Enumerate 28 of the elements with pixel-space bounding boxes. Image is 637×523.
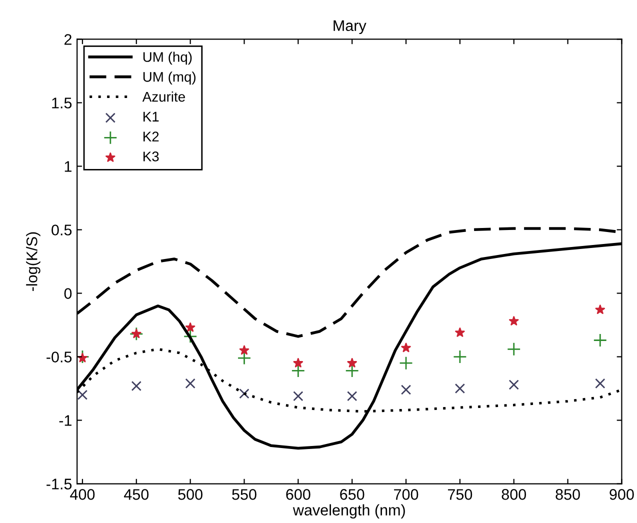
legend-label: Azurite xyxy=(142,92,185,102)
legend-label: UM (mq) xyxy=(143,72,196,85)
x-axis-title: wavelength (nm) xyxy=(292,504,405,519)
x-tick-label: 900 xyxy=(610,489,634,500)
y-tick-label: 1 xyxy=(64,161,72,172)
y-tick-label: -0.5 xyxy=(46,352,72,362)
legend-label: K1 xyxy=(143,112,159,122)
legend-label: K2 xyxy=(143,132,159,142)
x-tick-label: 600 xyxy=(286,489,310,500)
x-tick-label: 450 xyxy=(124,489,149,500)
legend-label: UM (hq) xyxy=(143,52,192,65)
x-tick-label: 800 xyxy=(502,489,526,500)
y-axis-title: -log(K/S) xyxy=(26,232,40,291)
y-tick-label: 2 xyxy=(64,34,72,45)
x-tick-label: 650 xyxy=(340,489,364,500)
y-tick-label: -1 xyxy=(59,415,72,426)
y-tick-label: -1.5 xyxy=(46,478,72,490)
chart-title: Mary xyxy=(334,20,366,34)
y-tick-label: 0 xyxy=(64,288,72,299)
x-tick-label: 750 xyxy=(448,489,472,500)
x-tick-label: 500 xyxy=(178,489,202,500)
x-tick-label: 700 xyxy=(394,489,418,500)
y-tick-label: 0.5 xyxy=(52,224,72,236)
x-tick-label: 550 xyxy=(232,489,256,500)
y-tick-label: 1.5 xyxy=(52,98,72,108)
x-tick-label: 400 xyxy=(70,489,95,500)
legend-label: K3 xyxy=(143,152,159,162)
x-tick-label: 850 xyxy=(556,489,580,500)
